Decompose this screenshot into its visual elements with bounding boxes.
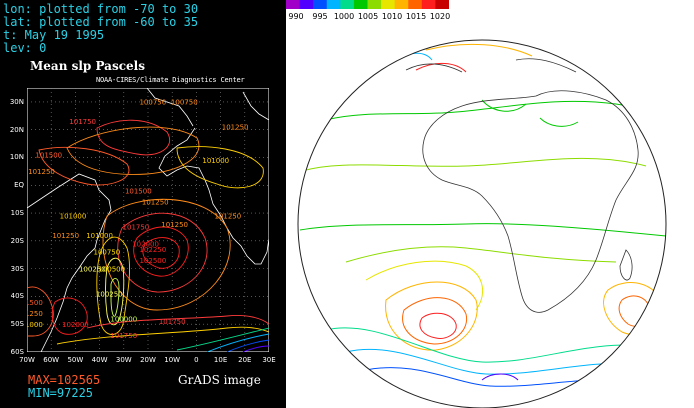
lon-tick-label: 0 xyxy=(194,356,199,364)
colorbar-swatch xyxy=(367,0,382,9)
colorbar-swatch xyxy=(381,0,396,9)
colorbar xyxy=(286,0,449,9)
colorbar-swatch xyxy=(408,0,423,9)
contour-label: 101500 xyxy=(35,151,62,159)
contour-label: 102000 xyxy=(132,240,159,248)
lat-tick-label: 10N xyxy=(9,153,24,162)
contour-label: 101000 xyxy=(27,321,43,329)
lat-tick-label: 60S xyxy=(10,348,24,356)
lat-tick-label: 10S xyxy=(10,209,24,218)
grads-image-label: GrADS image xyxy=(178,373,261,387)
contour-label: 100750 xyxy=(171,99,198,107)
max-value: MAX=102565 xyxy=(28,373,101,387)
lon-tick-label: 40W xyxy=(91,356,108,364)
contour-label: 102250 xyxy=(139,246,166,254)
lon-tick-label: 10E xyxy=(213,356,228,364)
globe-coastlines xyxy=(405,58,639,313)
contour-label: 100500 xyxy=(98,265,125,273)
chart-title: Mean slp Pascels xyxy=(30,59,145,73)
contour-label: 101000 xyxy=(60,213,87,221)
contour-label: 101500 xyxy=(27,299,43,307)
contour-label: 101250 xyxy=(27,310,43,318)
grid-lines xyxy=(27,88,269,352)
contour-label: 100750 xyxy=(139,99,166,107)
contour-label: 100750 xyxy=(93,249,120,257)
lat-range-info: lat: plotted from -60 to 35 xyxy=(3,15,199,29)
globe-panel: 990 995 1000 1005 1010 1015 1020 xyxy=(286,0,694,408)
lon-tick-label: 50W xyxy=(67,356,84,364)
contour-label: 100250 xyxy=(96,290,123,298)
contour-label: 102500 xyxy=(139,257,166,265)
lat-tick-label: 20N xyxy=(9,125,24,134)
lon-tick-label: 70W xyxy=(19,356,35,364)
lat-tick-label: EQ xyxy=(14,181,24,190)
colorbar-swatch xyxy=(421,0,436,9)
globe-map xyxy=(297,39,667,408)
contour-label: 101250 xyxy=(142,199,169,207)
contour-label: 101250 xyxy=(222,124,249,132)
isobars xyxy=(27,119,269,352)
credit-label: NOAA-CIRES/Climate Diagnostics Center xyxy=(96,76,245,84)
colorbar-swatch xyxy=(299,0,314,9)
coastlines xyxy=(27,88,269,352)
colorbar-label: 990 xyxy=(288,12,304,21)
contour-label: 101750 xyxy=(69,118,96,126)
colorbar-label: 995 xyxy=(312,12,328,21)
time-info: t: May 19 1995 xyxy=(3,28,105,42)
lon-tick-label: 20E xyxy=(238,356,252,364)
contour-label: 101750 xyxy=(159,318,186,326)
colorbar-label: 1015 xyxy=(405,12,427,21)
colorbar-label: 1005 xyxy=(357,12,379,21)
colorbar-label: 1020 xyxy=(429,12,451,21)
colorbar-swatch xyxy=(326,0,341,9)
contour-label: 101250 xyxy=(52,232,79,240)
lon-tick-label: 60W xyxy=(43,356,60,364)
lon-tick-label: 30E xyxy=(262,356,276,364)
slp-contour-map: 100750 100750 101750 101250 101500 101000 1012… xyxy=(27,88,269,352)
contour-label: 101250 xyxy=(28,168,55,176)
min-value: MIN=97225 xyxy=(28,386,94,400)
lon-range-info: lon: plotted from -70 to 30 xyxy=(3,2,199,16)
lat-tick-label: 30S xyxy=(10,264,24,273)
contour-label: 100000 xyxy=(110,315,137,323)
contour-label: 102000 xyxy=(62,321,89,329)
contour-label: 101750 xyxy=(110,332,137,340)
level-info: lev: 0 xyxy=(3,41,47,55)
contour-labels: 100750 100750 101750 101250 101500 101000 1012… xyxy=(27,99,248,340)
contour-label: 100250 xyxy=(79,265,106,273)
contour-label: 101750 xyxy=(123,224,150,232)
lat-tick-label: 40S xyxy=(10,292,24,301)
lat-tick-label: 20S xyxy=(10,236,24,245)
colorbar-swatch xyxy=(394,0,409,9)
contour-label: 101250 xyxy=(214,213,241,221)
lon-tick-label: 10W xyxy=(164,356,181,364)
contour-label: 101000 xyxy=(86,232,113,240)
colorbar-label: 1010 xyxy=(381,12,403,21)
lat-tick-label: 50S xyxy=(10,320,24,329)
colorbar-swatch xyxy=(353,0,368,9)
grads-panel: lon: plotted from -70 to 30 lat: plotted… xyxy=(0,0,286,408)
lat-tick-label: 30N xyxy=(9,97,24,106)
colorbar-swatch xyxy=(286,0,301,9)
colorbar-swatch xyxy=(435,0,449,9)
colorbar-swatch xyxy=(313,0,328,9)
colorbar-label: 1000 xyxy=(333,12,355,21)
lon-tick-label: 20W xyxy=(140,356,156,364)
contour-label: 101250 xyxy=(161,221,188,229)
colorbar-swatch xyxy=(340,0,355,9)
contour-label: 101500 xyxy=(125,188,152,196)
contour-label: 101000 xyxy=(202,157,229,165)
lon-tick-label: 30W xyxy=(115,356,132,364)
